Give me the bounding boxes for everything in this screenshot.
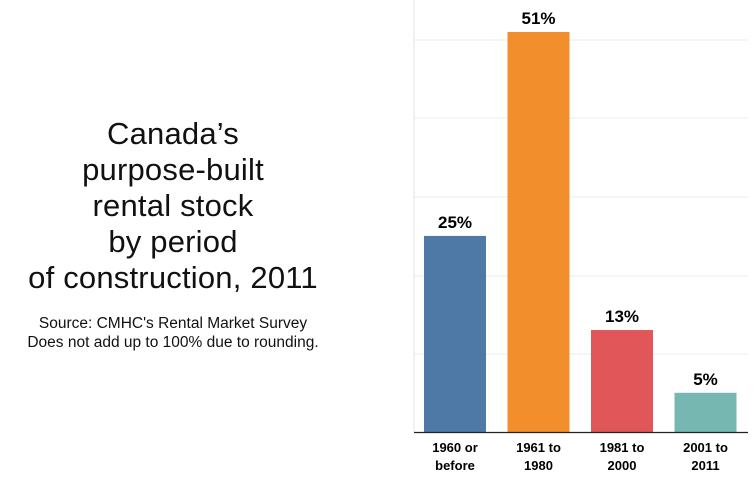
bar	[591, 330, 653, 432]
title-block: Canada’s purpose-built rental stock by p…	[0, 116, 346, 352]
title-line: by period	[108, 224, 238, 259]
x-tick-label: 2001 to	[683, 440, 728, 455]
x-tick-label: 1960 or	[432, 440, 478, 455]
x-tick-label: 1981 to	[600, 440, 645, 455]
x-tick-label: 2000	[608, 458, 637, 473]
x-tick-label: 1961 to	[516, 440, 561, 455]
title-line: rental stock	[92, 188, 254, 223]
chart-title: Canada’s purpose-built rental stock by p…	[0, 116, 346, 296]
source-line: Does not add up to 100% due to rounding.	[27, 334, 319, 351]
data-label: 51%	[521, 9, 555, 28]
title-line: purpose-built	[82, 152, 264, 187]
title-line: Canada’s	[106, 116, 240, 151]
x-tick-label: 1980	[524, 458, 553, 473]
data-label: 5%	[693, 370, 718, 389]
title-line: of construction, 2011	[28, 260, 318, 295]
data-label: 13%	[605, 307, 639, 326]
data-label: 25%	[438, 213, 472, 232]
x-tick-label: before	[435, 458, 475, 473]
bar	[507, 32, 570, 432]
bar	[674, 392, 737, 432]
source-note: Source: CMHC's Rental Market Survey Does…	[0, 314, 346, 352]
bar	[424, 235, 486, 432]
x-tick-label: 2011	[691, 458, 719, 473]
source-line: Source: CMHC's Rental Market Survey	[38, 315, 308, 332]
